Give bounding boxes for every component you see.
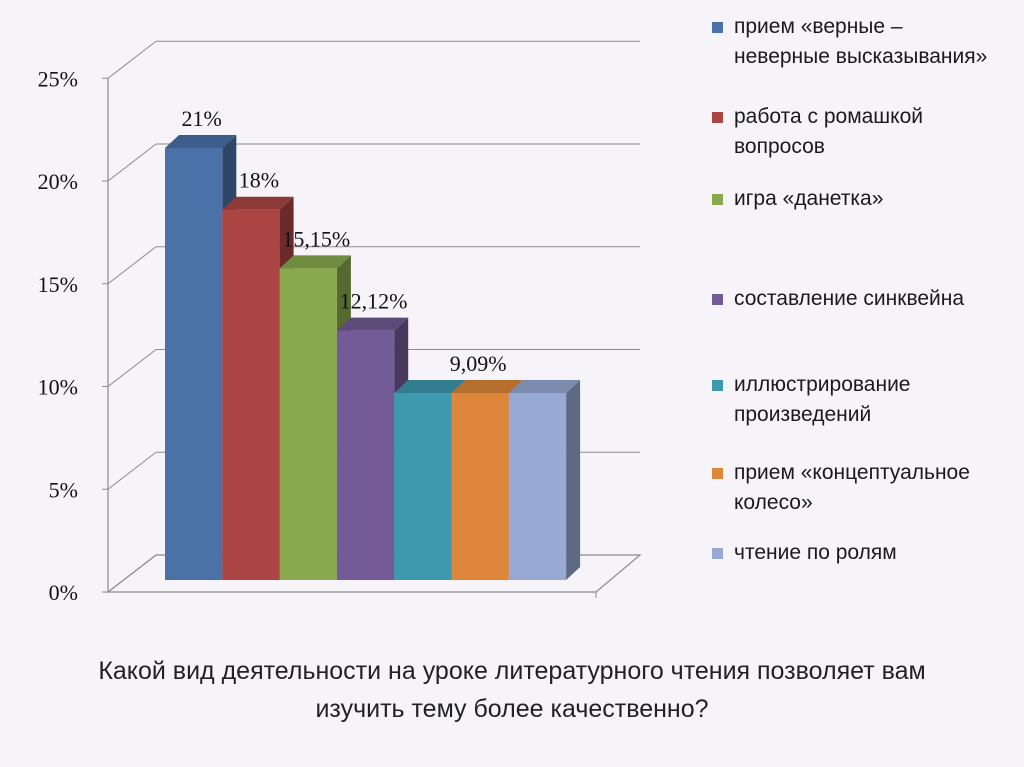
legend-swatch — [712, 194, 723, 205]
bar-front — [451, 393, 509, 580]
legend-label: работа с ромашкой вопросов — [734, 105, 923, 158]
legend-swatch — [712, 380, 723, 391]
legend-label: чтение по ролям — [734, 541, 897, 564]
legend-label: игра «данетка» — [734, 187, 884, 210]
bar-front — [336, 330, 395, 580]
data-label: 9,09% — [450, 351, 507, 376]
bars — [165, 135, 581, 581]
question-caption: Какой вид деятельности на уроке литерату… — [98, 657, 926, 723]
legend-swatch — [712, 548, 723, 559]
legend-swatch — [712, 468, 723, 479]
bar-top — [336, 317, 409, 331]
gridline-side — [107, 554, 157, 593]
bar-top — [279, 255, 351, 269]
y-tick-label: 0% — [49, 580, 78, 605]
bar — [508, 380, 581, 580]
legend-label: прием «концептуальное колесо» — [734, 461, 970, 514]
bar-front — [222, 209, 280, 580]
bar-top — [508, 380, 581, 394]
legend-swatch — [712, 294, 723, 305]
bar-front — [508, 393, 567, 580]
data-label: 12,12% — [340, 289, 408, 314]
gridline-side — [107, 40, 157, 79]
y-tick-label: 25% — [38, 66, 78, 91]
legend-label: составление синквейна — [734, 287, 965, 310]
legend-label: иллюстрирование произведений — [734, 373, 911, 426]
data-labels: 21% 18% 15,15% 12,12% 9,09% — [181, 106, 506, 376]
gridline-side — [107, 246, 157, 285]
y-tick-label: 5% — [49, 477, 78, 502]
bar-top — [451, 380, 523, 394]
bar-top — [394, 380, 466, 394]
legend-label: прием «верные – неверные высказывания» — [734, 15, 988, 68]
y-tick-label: 15% — [38, 272, 78, 297]
bar-top — [222, 196, 294, 210]
bar-front — [394, 393, 452, 580]
gridline-side — [107, 349, 157, 387]
legend-swatch — [712, 22, 723, 33]
y-axis-ticks: 0% 5% 10% 15% 20% 25% — [38, 66, 108, 605]
gridline-side — [107, 143, 157, 182]
legend-swatch — [712, 112, 723, 123]
bar-front — [165, 148, 223, 580]
bar-side — [566, 380, 581, 580]
data-label: 18% — [239, 168, 279, 193]
bar-front — [279, 268, 337, 580]
data-label: 21% — [181, 106, 221, 131]
gridline-side — [107, 451, 157, 490]
data-label: 15,15% — [282, 226, 350, 251]
y-tick-label: 20% — [38, 169, 78, 194]
y-tick-label: 10% — [38, 375, 78, 400]
bar-top — [165, 135, 237, 148]
